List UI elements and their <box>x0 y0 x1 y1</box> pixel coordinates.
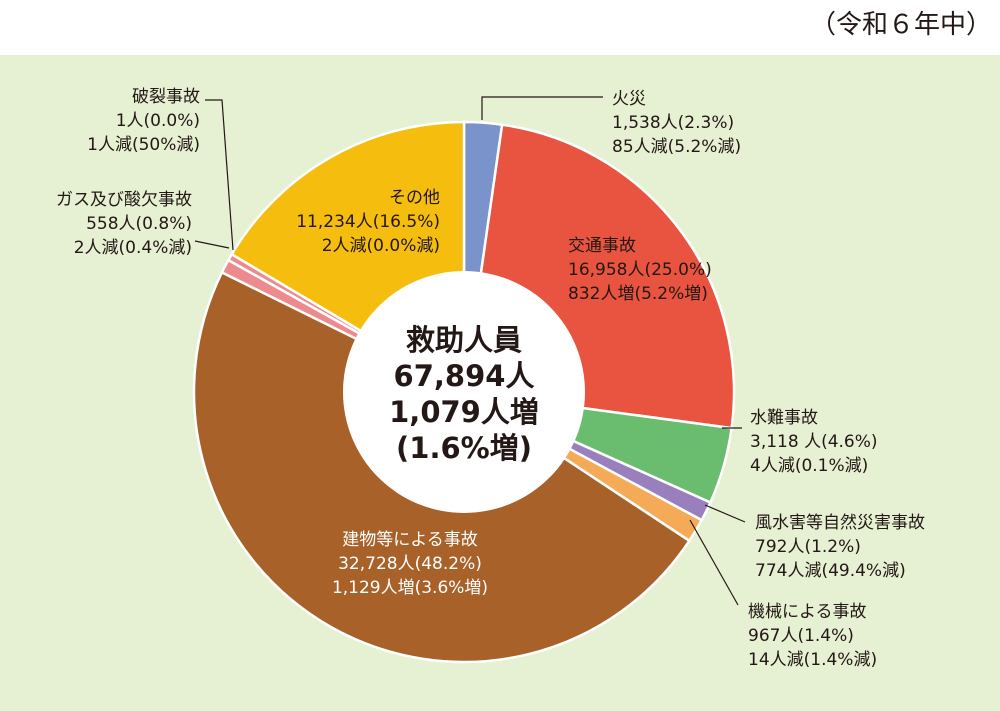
label-other-value: 11,234人(16.5%) <box>296 212 440 232</box>
label-rupture-name: 破裂事故 <box>132 87 200 107</box>
label-gas-change: 2人減(0.4%減) <box>74 238 192 258</box>
label-water: 水難事故 3,118 人(4.6%) 4人減(0.1%減) <box>750 408 878 476</box>
center-title: 救助人員 <box>406 323 522 357</box>
label-building: 建物等による事故 32,728人(48.2%) 1,129人増(3.6%増) <box>332 530 488 598</box>
label-water-name: 水難事故 <box>750 408 818 428</box>
label-gas-name: ガス及び酸欠事故 <box>56 190 192 210</box>
leader-lines <box>194 96 746 606</box>
label-traffic-change: 832人増(5.2%増) <box>568 284 708 304</box>
label-traffic-name: 交通事故 <box>568 236 636 256</box>
label-machinery-change: 14人減(1.4%減) <box>748 650 877 670</box>
label-other: その他 11,234人(16.5%) 2人減(0.0%減) <box>296 188 440 256</box>
label-machinery: 機械による事故 967人(1.4%) 14人減(1.4%減) <box>748 602 877 670</box>
label-fire-change: 85人減(5.2%減) <box>612 137 741 157</box>
donut-hole <box>343 271 585 513</box>
leader-line-natural-disaster <box>704 504 746 523</box>
label-fire-value: 1,538人(2.3%) <box>612 113 734 133</box>
label-traffic-value: 16,958人(25.0%) <box>568 260 712 280</box>
label-building-name: 建物等による事故 <box>342 530 478 550</box>
label-water-change: 4人減(0.1%減) <box>750 456 868 476</box>
leader-line-machinery <box>689 519 739 606</box>
leader-line-rupture <box>205 99 234 251</box>
label-building-value: 32,728人(48.2%) <box>338 554 482 574</box>
label-natural-disaster-change: 774人減(49.4%減) <box>755 561 906 581</box>
center-change: 1,079人増 <box>389 395 539 429</box>
label-building-change: 1,129人増(3.6%増) <box>332 578 488 598</box>
leader-line-fire <box>481 96 603 120</box>
label-rupture-value: 1人(0.0%) <box>116 111 200 131</box>
label-gas-value: 558人(0.8%) <box>86 214 192 234</box>
label-traffic: 交通事故 16,958人(25.0%) 832人増(5.2%増) <box>568 236 712 304</box>
label-gas: ガス及び酸欠事故 558人(0.8%) 2人減(0.4%減) <box>56 190 192 258</box>
label-fire: 火災 1,538人(2.3%) 85人減(5.2%減) <box>612 89 741 157</box>
label-natural-disaster-value: 792人(1.2%) <box>755 537 861 557</box>
period-label: （令和６年中） <box>809 10 992 40</box>
label-natural-disaster-name: 風水害等自然災害事故 <box>755 513 925 533</box>
label-machinery-value: 967人(1.4%) <box>748 626 854 646</box>
center-summary: 救助人員 67,894人 1,079人増 (1.6%増) <box>389 323 539 465</box>
label-water-value: 3,118 人(4.6%) <box>750 432 878 452</box>
leader-line-gas <box>194 240 230 249</box>
label-rupture: 破裂事故 1人(0.0%) 1人減(50%減) <box>87 87 200 155</box>
label-other-name: その他 <box>389 188 440 208</box>
label-rupture-change: 1人減(50%減) <box>87 135 200 155</box>
label-natural-disaster: 風水害等自然災害事故 792人(1.2%) 774人減(49.4%減) <box>755 513 925 581</box>
label-other-change: 2人減(0.0%減) <box>322 236 440 256</box>
label-machinery-name: 機械による事故 <box>748 602 867 622</box>
center-change-percent: (1.6%増) <box>396 431 532 465</box>
center-total: 67,894人 <box>394 359 535 393</box>
label-fire-name: 火災 <box>612 89 646 109</box>
